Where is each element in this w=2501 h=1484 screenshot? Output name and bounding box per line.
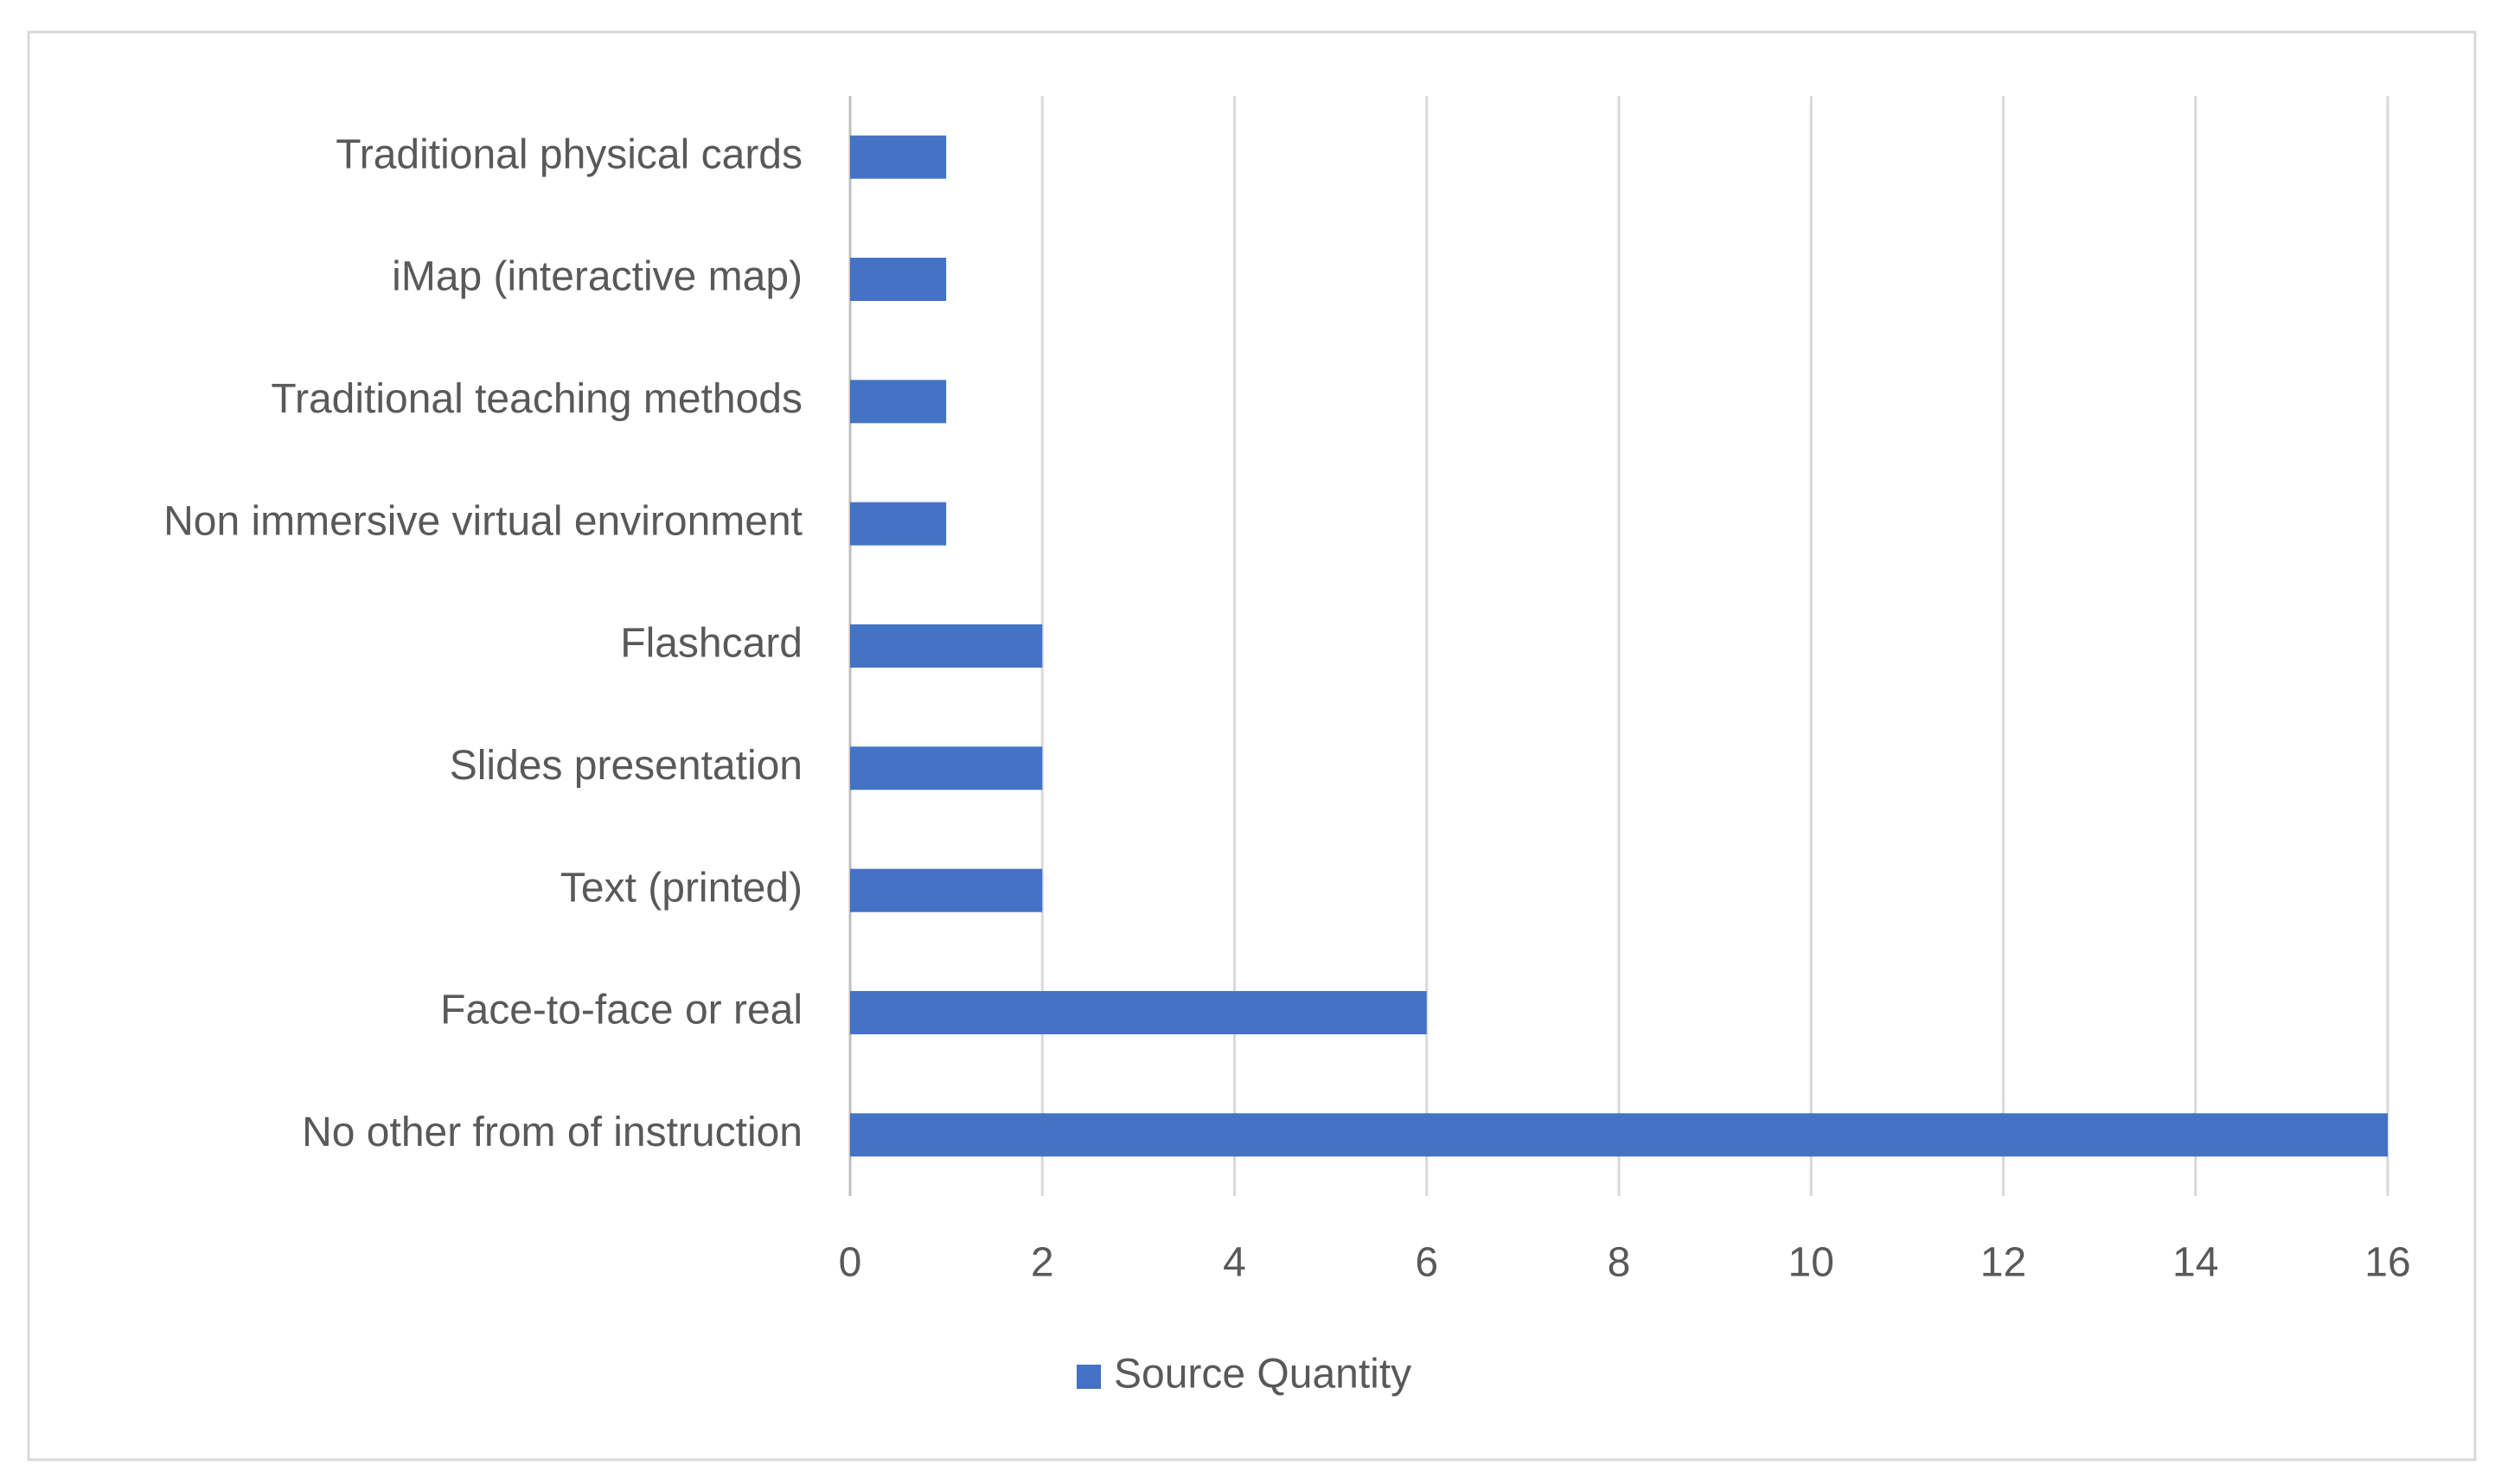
x-tick-label: 4 xyxy=(1223,1240,1246,1286)
x-tick-label: 6 xyxy=(1415,1240,1438,1286)
x-tick-label: 2 xyxy=(1031,1240,1054,1286)
bar xyxy=(850,746,1043,790)
x-tick-label: 16 xyxy=(2364,1240,2410,1286)
y-tick-label: Text (printed) xyxy=(560,865,803,911)
y-tick-label: Slides presentation xyxy=(450,743,803,789)
bar xyxy=(850,502,947,546)
y-tick-label: iMap (interactive map) xyxy=(392,254,803,300)
x-tick-label: 12 xyxy=(1980,1240,2026,1286)
bar xyxy=(850,1113,2388,1157)
y-tick-label: Face-to-face or real xyxy=(440,988,803,1033)
legend-swatch xyxy=(1077,1365,1101,1389)
y-tick-label: Flashcard xyxy=(620,621,803,667)
x-tick-label: 14 xyxy=(2172,1240,2218,1286)
bar xyxy=(850,380,947,424)
legend-label: Source Quantity xyxy=(1114,1352,1411,1398)
bar xyxy=(850,868,1043,912)
chart-border xyxy=(27,30,2477,1462)
bar xyxy=(850,258,947,301)
y-tick-label: No other from of instruction xyxy=(302,1110,803,1155)
bar xyxy=(850,991,1427,1034)
bar xyxy=(850,135,947,179)
y-tick-label: Non immersive virtual environment xyxy=(163,498,803,544)
x-tick-label: 0 xyxy=(839,1240,862,1286)
y-tick-label: Traditional physical cards xyxy=(336,131,803,177)
bar xyxy=(850,624,1043,668)
x-tick-label: 10 xyxy=(1788,1240,1834,1286)
x-tick-label: 8 xyxy=(1608,1240,1631,1286)
y-tick-label: Traditional teaching methods xyxy=(271,376,803,422)
